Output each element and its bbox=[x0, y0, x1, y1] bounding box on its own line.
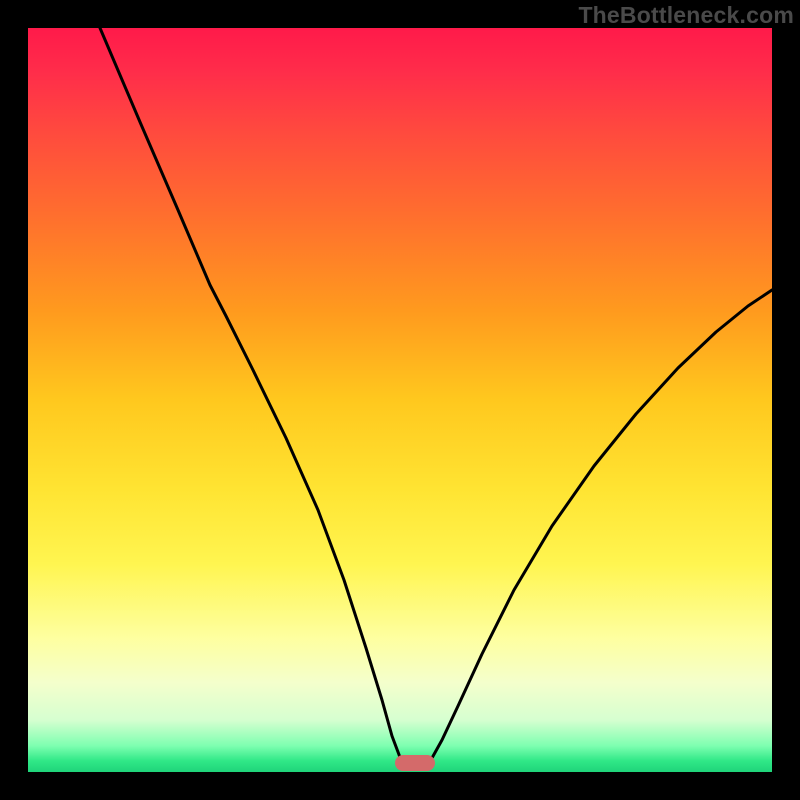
plot-background bbox=[28, 28, 772, 772]
bottleneck-chart bbox=[0, 0, 800, 800]
minimum-marker bbox=[395, 755, 435, 771]
attribution-text: TheBottleneck.com bbox=[578, 2, 794, 29]
chart-container: TheBottleneck.com bbox=[0, 0, 800, 800]
